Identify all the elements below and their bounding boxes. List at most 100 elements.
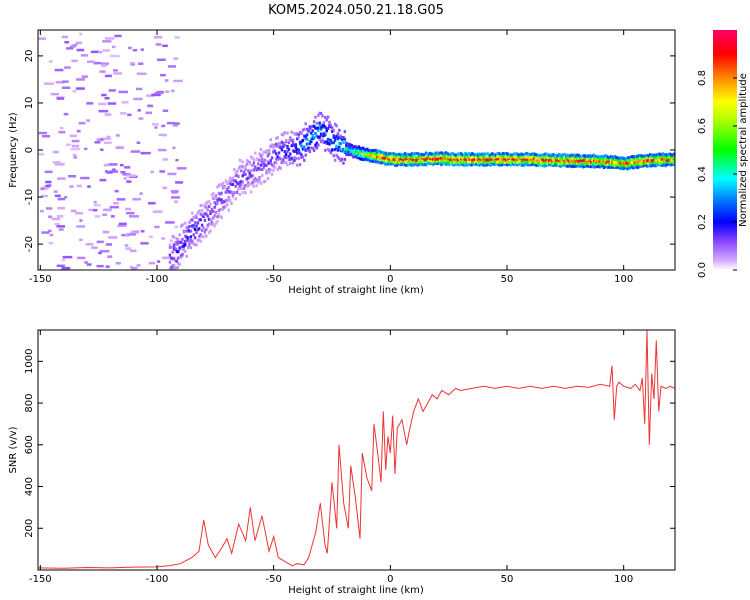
ridge-cell (438, 162, 442, 166)
ridge-cell (665, 158, 669, 162)
ridge-cell (203, 218, 207, 222)
noise-cell (59, 126, 64, 130)
ridge-cell (521, 153, 524, 156)
ridge-cell (669, 160, 673, 164)
ridge-cell (653, 161, 656, 165)
ridge-cell (552, 153, 555, 157)
ridge-cell (490, 162, 494, 166)
ridge-cell (200, 235, 204, 239)
ridge-cell (356, 156, 359, 160)
ridge-cell (178, 233, 181, 237)
snr-ylabel: SNR (v/v) (8, 426, 19, 473)
ridge-cell (270, 172, 274, 176)
ridge-cell (564, 162, 568, 166)
ridge-cell (294, 157, 298, 160)
noise-cell (127, 113, 132, 117)
ridge-cell (200, 213, 204, 217)
ridge-cell (671, 163, 674, 166)
ridge-cell (497, 163, 501, 167)
ridge-cell (620, 160, 624, 164)
ridge-cell (359, 153, 362, 157)
ridge-cell (440, 151, 443, 155)
ridge-cell (408, 155, 411, 159)
ridge-cell (434, 151, 438, 155)
ridge-cell (555, 160, 558, 164)
noise-cell (162, 158, 169, 161)
noise-cell (115, 134, 120, 137)
noise-cell (167, 65, 176, 68)
noise-cell (40, 187, 45, 191)
noise-cell (80, 176, 90, 180)
ridge-cell (578, 162, 582, 166)
noise-cell (160, 73, 166, 77)
ridge-cell (391, 162, 394, 166)
ridge-cell (583, 164, 586, 168)
ridge-cell (357, 154, 361, 158)
ridge-cell (563, 153, 566, 156)
ridge-cell (272, 149, 275, 153)
ridge-cell (361, 153, 365, 157)
ridge-cell (420, 155, 424, 159)
ridge-cell (380, 161, 383, 165)
ridge-cell (174, 247, 177, 251)
ridge-cell (199, 239, 202, 243)
ridge-cell (349, 146, 352, 150)
noise-cell (70, 209, 77, 213)
ridge-cell (259, 181, 263, 185)
ridge-cell (472, 157, 475, 161)
ridge-cell (375, 150, 379, 154)
ridge-cell (534, 154, 537, 158)
ridge-cell (468, 162, 471, 166)
ridge-cell (538, 156, 541, 160)
ridge-cell (616, 156, 620, 160)
ridge-cell (644, 163, 648, 167)
ridge-cell (237, 182, 240, 186)
ridge-cell (275, 161, 278, 165)
ridge-cell (388, 155, 391, 159)
ridge-cell (420, 153, 424, 157)
ridge-cell (291, 161, 295, 165)
noise-cell (174, 36, 180, 39)
ridge-cell (171, 264, 174, 268)
ridge-cell (217, 212, 221, 216)
noise-cell (64, 41, 69, 44)
ridge-cell (636, 163, 639, 166)
ridge-cell (347, 153, 351, 157)
ridge-cell (448, 160, 452, 164)
ridge-cell (452, 155, 456, 159)
ridge-cell (482, 152, 485, 156)
noise-cell (76, 41, 83, 45)
ridge-cell (646, 164, 649, 168)
ridge-cell (626, 167, 629, 171)
ridge-cell (671, 153, 674, 157)
ridge-cell (528, 156, 531, 160)
ridge-cell (552, 156, 555, 160)
colorbar-tick-label: 0.6 (697, 118, 708, 134)
ridge-cell (224, 179, 228, 183)
ridge-cell (212, 216, 215, 220)
ridge-cell (641, 154, 645, 158)
ridge-cell (294, 149, 298, 153)
ridge-cell (298, 151, 302, 155)
noise-cell (104, 113, 112, 116)
ridge-cell (297, 156, 300, 160)
ridge-cell (468, 157, 471, 161)
ridge-cell (578, 157, 582, 160)
ridge-cell (217, 191, 221, 195)
ridge-cell (630, 161, 634, 165)
noise-cell (42, 135, 50, 138)
ridge-cell (648, 159, 652, 162)
noise-cell (140, 230, 145, 233)
ridge-cell (611, 160, 614, 164)
ridge-cell (560, 162, 564, 166)
ridge-cell (247, 159, 250, 163)
ridge-cell (485, 152, 488, 156)
ridge-cell (492, 158, 495, 162)
ridge-cell (513, 154, 516, 158)
ridge-cell (200, 209, 204, 213)
ridge-cell (637, 165, 641, 169)
ridge-cell (459, 162, 463, 166)
ridge-cell (188, 229, 191, 233)
noise-cell (93, 200, 97, 204)
ridge-cell (317, 143, 320, 147)
